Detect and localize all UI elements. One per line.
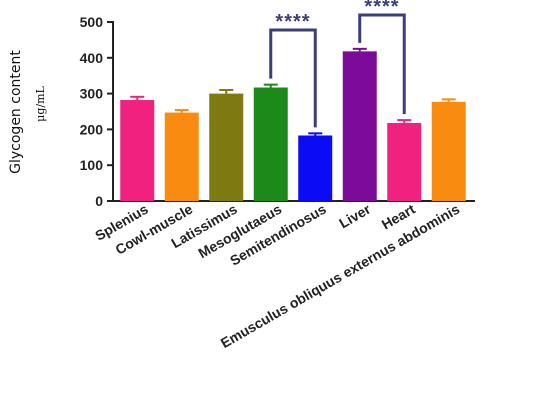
bar-splenius xyxy=(120,100,155,201)
category-labels: SpleniusCowl-muscleLatissimusMesoglutaeu… xyxy=(92,200,462,351)
bar-latissimus xyxy=(209,93,244,201)
y-tick-label-300: 300 xyxy=(80,86,104,102)
category-label-liver: Liver xyxy=(336,200,373,231)
significance-label-1: **** xyxy=(364,0,399,18)
y-tick-label-400: 400 xyxy=(80,50,104,66)
y-tick-label-500: 500 xyxy=(80,14,104,30)
bar-cowl-muscle xyxy=(164,112,199,201)
bar-mesoglutaeus xyxy=(253,87,288,201)
y-tick-label-100: 100 xyxy=(80,157,104,173)
bar-emusculus-obliquus-externus-abdominis xyxy=(431,101,466,201)
y-axis-label: Glycogen content xyxy=(8,50,24,174)
bars xyxy=(120,51,466,201)
bar-liver xyxy=(342,51,377,201)
error-bars xyxy=(130,47,456,136)
y-ticks: 0 100 200 300 400 500 xyxy=(80,14,113,209)
y-tick-label-200: 200 xyxy=(80,121,104,137)
y-axis-unit: μg/mL xyxy=(34,85,47,121)
significance-bracket-0 xyxy=(269,28,317,128)
y-tick-label-0: 0 xyxy=(95,193,103,209)
bar-heart xyxy=(387,122,422,201)
significance-brackets: **** **** xyxy=(269,0,406,128)
significance-bracket-1 xyxy=(358,13,406,115)
significance-label-0: **** xyxy=(275,11,310,33)
bar-semitendinosus xyxy=(298,135,333,201)
